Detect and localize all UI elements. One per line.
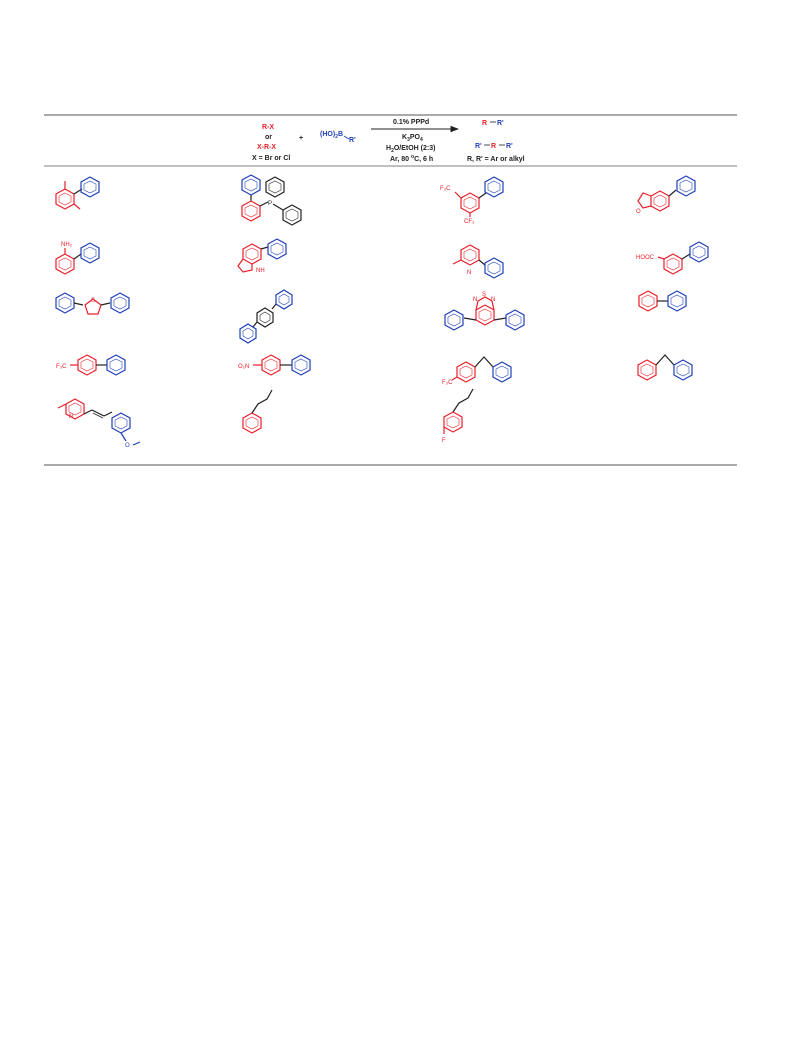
base-sub1: 3 [407, 137, 410, 143]
compound-aminobiphenyl: NH₂ [55, 242, 100, 275]
x-definition: X = Br or Cl [252, 155, 290, 162]
reaction-conditions: 0.1% PPPd K3PO4 H2O/EtOH (2:3) Ar, 80 oC… [371, 119, 460, 163]
svg-text:Ar, 80 oC, 6 h: Ar, 80 oC, 6 h [390, 154, 433, 163]
rx-label: R-X [262, 124, 274, 131]
compound-phenyl-benzofuran: O [636, 175, 696, 215]
boronic-sub: 2 [335, 134, 338, 140]
hooc-label: HOOC [636, 255, 655, 261]
styryl-pyridine-n-label: N [69, 414, 73, 420]
boronic-b: B [338, 131, 343, 138]
plus-sign: + [299, 135, 303, 142]
compound-fluoro-butylbenzene: F [442, 388, 474, 444]
btd-s-label: S [482, 292, 486, 298]
svg-text:(HO)2B: (HO)2B [320, 131, 343, 140]
solvent-rest: O/EtOH (2:3) [394, 145, 436, 152]
indole-nh-label: NH [256, 268, 265, 274]
p-atom-label: P [268, 201, 272, 207]
catalyst-label: 0.1% PPPd [393, 119, 429, 126]
base-sub2: 4 [420, 137, 423, 143]
boronic-r: R' [349, 137, 356, 144]
methoxy-o-label: O [125, 443, 130, 449]
btd-n2-label: N [491, 297, 495, 303]
xrx-label: X-R-X [257, 144, 276, 151]
pyridine-n-label: N [467, 270, 471, 276]
nitro-label: O₂N [238, 364, 249, 370]
compound-dimethyl-biphenyl [55, 176, 100, 210]
compound-biphenyl-carboxylic-acid: HOOC [636, 241, 709, 275]
compound-nitrobiphenyl: O₂N [238, 354, 311, 376]
r-definition: R, R' = Ar or alkyl [467, 156, 525, 163]
product1-rp: R' [497, 120, 504, 127]
nh2-label: NH₂ [61, 242, 73, 248]
svg-text:K3PO4: K3PO4 [402, 134, 423, 143]
reactant-halide: R-X or X-R-X X = Br or Cl [252, 124, 290, 162]
compound-diphenylthiophene: S [55, 292, 130, 315]
or-label: or [265, 134, 272, 141]
compound-bis-cf3-biphenyl: F₃C CF₃ [440, 176, 504, 225]
cf3-methane-label: F₃C [442, 380, 453, 386]
compound-diphenyl-benzothiadiazole: N S N [444, 292, 525, 331]
product2-rp2: R' [506, 143, 513, 150]
compound-phenylpyridine: N [452, 244, 504, 279]
product2-r: R [491, 143, 496, 150]
compound-phenylindole: NH [237, 238, 287, 274]
btd-n1-label: N [473, 297, 477, 303]
cf3-label-b: CF₃ [464, 219, 475, 225]
compound-cf3-diphenylmethane: F₃C [442, 356, 512, 386]
svg-text:H2O/EtOH (2:3): H2O/EtOH (2:3) [386, 145, 435, 154]
temp-degree: o [411, 154, 414, 160]
compound-biphenyl [638, 290, 687, 312]
cf3-label-a: F₃C [440, 186, 451, 192]
base-po: PO [410, 134, 421, 141]
compound-cf3-biphenyl: F₃C [56, 354, 126, 376]
compound-butylbenzene [242, 389, 273, 434]
product1-r: R [482, 120, 487, 127]
fluoro-label: F [442, 438, 446, 444]
solvent-h: H [386, 145, 391, 152]
cf3-biphenyl-label: F₃C [56, 364, 67, 370]
temp-prefix: Ar, 80 [390, 156, 411, 163]
temp-suffix: C, 6 h [414, 156, 433, 163]
boronic-prefix: (HO) [320, 131, 335, 138]
furan-o-label: O [636, 209, 641, 215]
solvent-sub: 2 [391, 148, 394, 154]
products: R R' R' R R' R, R' = Ar or alkyl [467, 120, 525, 163]
compound-terphenyl [239, 289, 293, 344]
thiophene-s-label: S [91, 298, 95, 304]
compound-phosphine-biphenyl: P [241, 174, 302, 226]
product2-rp1: R' [475, 143, 482, 150]
compound-diphenylmethane [637, 354, 693, 381]
compound-styryl-pyridine: N O [57, 398, 141, 449]
base-k: K [402, 134, 407, 141]
reactant-boronic-acid: (HO)2B R' [320, 131, 356, 144]
